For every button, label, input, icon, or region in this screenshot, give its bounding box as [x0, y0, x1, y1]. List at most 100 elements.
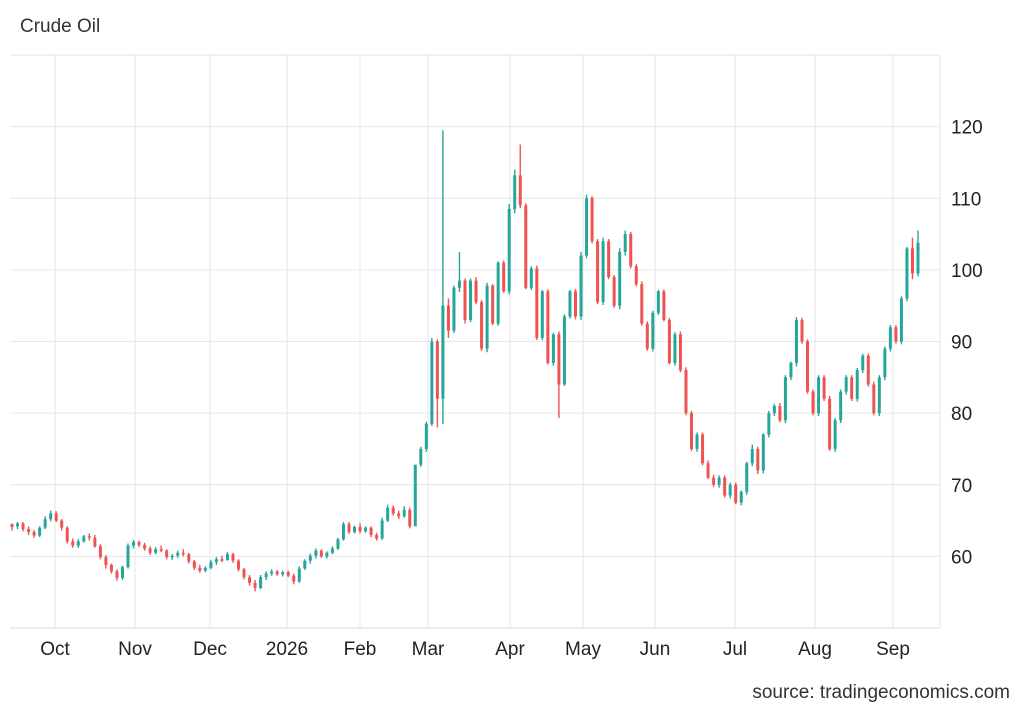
candle-down: [828, 395, 832, 452]
candle-body: [502, 262, 506, 292]
candle-body: [148, 548, 152, 553]
candle-body: [109, 564, 113, 572]
candle-body: [756, 448, 760, 471]
candle-up: [413, 464, 417, 527]
candle-body: [446, 305, 450, 331]
candle-body: [98, 546, 102, 558]
candle-down: [220, 555, 224, 563]
candle-body: [579, 255, 583, 317]
candle-body: [607, 241, 611, 278]
candle-down: [21, 521, 25, 532]
candle-down: [684, 367, 688, 416]
candle-up: [43, 516, 47, 530]
candle-body: [783, 377, 787, 421]
candle-body: [364, 527, 368, 532]
candle-body: [767, 413, 771, 435]
candle-up: [430, 337, 434, 427]
candle-body: [253, 582, 257, 588]
candle-body: [60, 520, 64, 528]
candle-up: [540, 289, 544, 341]
candle-body: [181, 552, 185, 555]
candle-body: [281, 572, 285, 575]
candle-body: [540, 291, 544, 338]
candle-body: [347, 524, 351, 533]
candle-up: [767, 410, 771, 438]
candle-body: [319, 550, 323, 557]
source-label: source: tradingeconomics.com: [752, 682, 1010, 703]
candle-body: [408, 509, 412, 527]
candle-up: [507, 203, 511, 295]
candle-body: [93, 537, 97, 547]
candle-body: [137, 542, 141, 545]
candle-up: [855, 368, 859, 402]
candle-body: [861, 355, 865, 371]
candle-down: [662, 289, 666, 322]
candle-up: [402, 506, 406, 518]
candle-body: [375, 534, 379, 539]
candle-up: [76, 539, 80, 548]
candle-body: [115, 571, 119, 578]
candle-body: [270, 571, 274, 574]
candle-up: [325, 551, 329, 559]
candle-up: [126, 543, 130, 569]
candle-up: [264, 571, 268, 581]
candle-down: [27, 526, 31, 535]
candle-down: [910, 237, 914, 280]
candle-body: [712, 477, 716, 485]
candle-body: [71, 541, 75, 546]
candle-up: [888, 325, 892, 352]
candle-body: [154, 549, 158, 553]
y-tick-label: 90: [951, 333, 972, 354]
candle-body: [629, 234, 633, 267]
candle-body: [850, 377, 854, 399]
candle-body: [806, 341, 810, 392]
candle-down: [446, 298, 450, 338]
candle-body: [877, 377, 881, 414]
candle-body: [27, 529, 31, 533]
candle-down: [491, 284, 495, 326]
candle-up: [225, 552, 229, 561]
candle-down: [690, 410, 693, 452]
x-tick-label: Feb: [344, 639, 377, 660]
candle-down: [54, 511, 58, 522]
candle-down: [535, 265, 539, 341]
candle-down: [275, 569, 279, 576]
candle-body: [308, 555, 312, 561]
candle-down: [634, 264, 638, 287]
candle-body: [54, 513, 58, 521]
candle-body: [65, 527, 69, 542]
candle-up: [905, 246, 909, 302]
candle-body: [634, 266, 638, 285]
candle-body: [662, 291, 666, 321]
candle-up: [618, 248, 622, 310]
candle-down: [198, 564, 202, 573]
candle-body: [21, 523, 25, 530]
x-tick-label: Jun: [640, 639, 671, 660]
candle-up: [336, 537, 340, 550]
candle-body: [789, 362, 793, 378]
x-tick-label: Oct: [40, 639, 70, 660]
candle-up: [314, 548, 318, 559]
candle-body: [275, 571, 279, 575]
candle-up: [883, 346, 887, 381]
candle-body: [916, 242, 920, 274]
candle-up: [303, 559, 307, 570]
candle-down: [10, 523, 14, 531]
candle-up: [364, 526, 368, 533]
candle-body: [739, 491, 743, 503]
candle-down: [369, 526, 373, 538]
candle-down: [192, 559, 196, 570]
candle-body: [170, 555, 174, 558]
candle-body: [645, 323, 649, 349]
candle-body: [817, 377, 821, 414]
candle-up: [452, 285, 456, 333]
candle-up: [170, 554, 174, 560]
candle-body: [673, 334, 677, 363]
y-tick-label: 70: [951, 476, 972, 497]
candle-body: [734, 484, 738, 503]
candle-body: [828, 398, 832, 449]
candle-up: [739, 490, 743, 506]
candle-down: [678, 331, 682, 373]
candle-down: [159, 545, 163, 553]
